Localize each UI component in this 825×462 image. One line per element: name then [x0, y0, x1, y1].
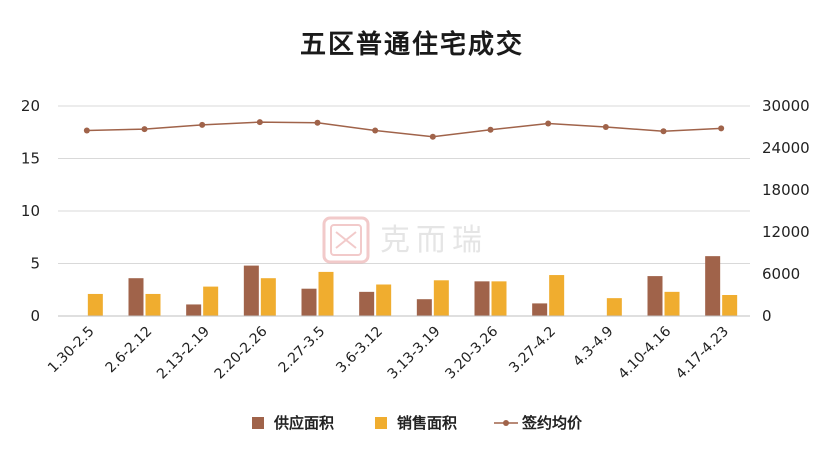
- legend-marker: [503, 420, 509, 426]
- watermark-text: 克而瑞: [380, 223, 488, 258]
- x-tick-label: 4.17-4.23: [673, 324, 732, 383]
- y-right-tick-label: 6000: [762, 265, 800, 283]
- legend-label: 销售面积: [397, 414, 457, 432]
- bar-sales: [376, 284, 392, 316]
- y-right-tick-label: 12000: [762, 223, 810, 241]
- price-point: [429, 133, 436, 140]
- legend-supply: 供应面积: [252, 414, 334, 432]
- price-line: [83, 119, 725, 140]
- bar-sales: [549, 275, 565, 316]
- y-left-tick-label: 15: [21, 150, 40, 168]
- bar-supply: [416, 299, 432, 316]
- bar-supply: [243, 265, 259, 316]
- x-tick-label: 2.27-3.5: [276, 324, 329, 377]
- gridlines: [58, 105, 750, 317]
- y-right-tick-label: 30000: [762, 97, 810, 115]
- price-point: [314, 119, 321, 126]
- legend-sales: 销售面积: [375, 414, 457, 432]
- legend-swatch: [252, 417, 264, 429]
- y-left-tick-label: 5: [30, 255, 40, 273]
- bar-sales: [203, 286, 219, 316]
- bar-supply: [647, 276, 663, 316]
- seal-stamp-icon: [322, 216, 370, 264]
- x-tick-label: 3.20-3.26: [442, 323, 501, 382]
- price-point: [718, 125, 725, 132]
- bar-sales: [664, 291, 680, 316]
- y-right-tick-label: 18000: [762, 181, 810, 199]
- x-tick-label: 2.6-2.12: [103, 324, 156, 377]
- bar-supply: [474, 281, 490, 316]
- bar-sales: [722, 295, 738, 316]
- x-tick-label: 4.10-4.16: [615, 323, 674, 382]
- bar-supply: [128, 278, 144, 316]
- y-left-tick-label: 10: [21, 202, 40, 220]
- x-axis: 1.30-2.5 2.6-2.122.13-2.192.20-2.26 2.27-3…: [45, 315, 750, 383]
- bar-sales: [87, 293, 103, 316]
- y-right-tick-label: 24000: [762, 139, 810, 157]
- price-line-path: [86, 121, 722, 138]
- price-point: [83, 127, 90, 134]
- price-point: [545, 120, 552, 127]
- x-tick-label: 4.3-4.9: [570, 324, 616, 370]
- bar-sales: [260, 278, 276, 316]
- legend-swatch: [375, 417, 387, 429]
- y-right-tick-label: 0: [762, 307, 772, 325]
- price-point: [256, 119, 263, 126]
- x-tick-label: 3.27-4.2: [506, 324, 559, 377]
- chart-title: 五区普通住宅成交: [300, 29, 524, 60]
- x-tick-label: 1.30-2.5: [45, 324, 98, 377]
- price-point: [487, 126, 494, 133]
- x-tick-label: 2.20-2.26: [212, 323, 271, 382]
- price-point: [602, 124, 609, 130]
- bar-supply: [186, 304, 202, 316]
- y-axis-right: 0 6000 12000 18000 24000 30000: [762, 97, 810, 325]
- price-point: [660, 128, 667, 135]
- bar-supply: [532, 303, 548, 316]
- watermark: 克而瑞: [322, 216, 488, 264]
- price-point: [199, 121, 206, 128]
- bar-sales: [606, 298, 622, 316]
- bar-supply: [359, 291, 375, 316]
- legend-price: 签约均价: [494, 414, 583, 432]
- price-point: [372, 127, 379, 134]
- bar-sales: [145, 293, 161, 316]
- legend-label: 供应面积: [273, 414, 334, 432]
- bar-supply: [705, 256, 721, 316]
- x-tick-label: 3.6-3.12: [333, 324, 386, 377]
- bars: [87, 256, 738, 316]
- legend: 供应面积 销售面积 签约均价: [252, 414, 583, 432]
- y-left-tick-label: 20: [21, 97, 40, 115]
- bar-supply: [301, 288, 317, 316]
- x-tick-label: 3.13-3.19: [385, 324, 444, 383]
- price-point: [141, 126, 148, 133]
- legend-label: 签约均价: [521, 414, 583, 432]
- y-left-tick-label: 0: [30, 307, 40, 325]
- bar-sales: [433, 280, 449, 316]
- y-axis-left: 0 5 10 15 20: [21, 97, 40, 325]
- x-tick-label: 2.13-2.19: [154, 324, 213, 383]
- bar-sales: [318, 271, 334, 316]
- bar-sales: [491, 281, 507, 316]
